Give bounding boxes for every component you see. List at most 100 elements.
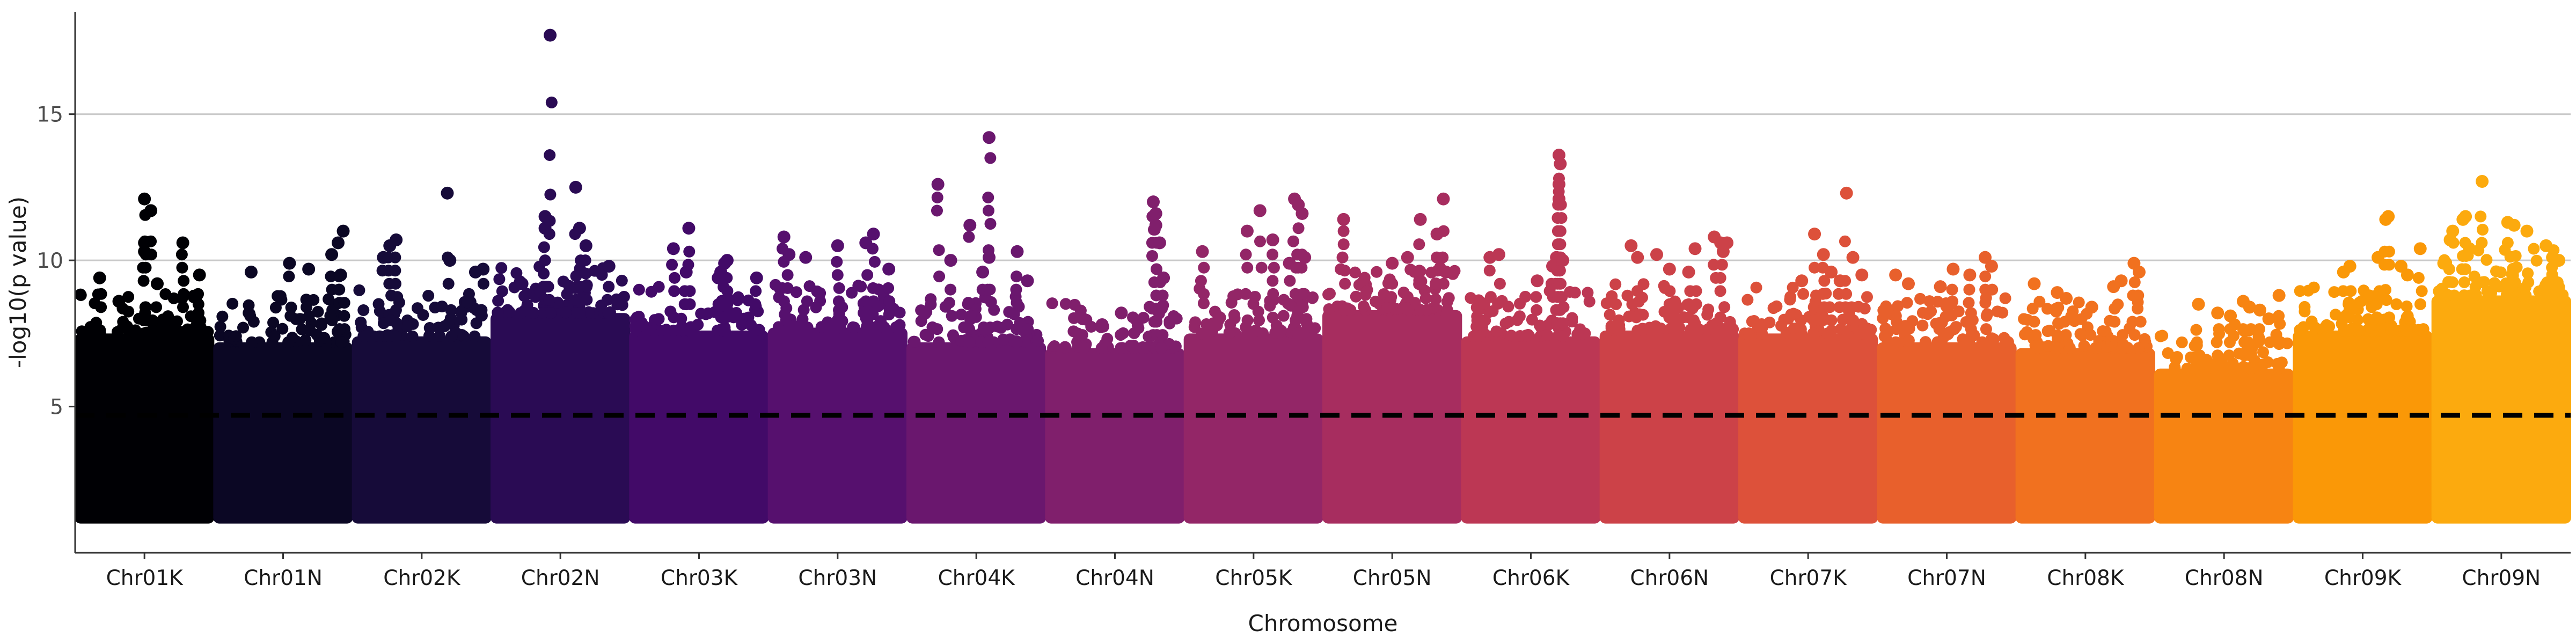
point-Chr08N	[2252, 336, 2265, 348]
point-Chr07N	[1999, 292, 2011, 304]
point-Chr03K	[719, 324, 731, 336]
peak-point-Chr09K	[2413, 242, 2427, 255]
point-Chr09N	[2447, 237, 2460, 249]
series-Chr08K	[2015, 257, 2155, 524]
point-Chr07K	[1741, 294, 1754, 306]
point-Chr05N	[1437, 225, 1450, 237]
point-Chr02N	[582, 306, 595, 318]
point-Chr02K	[470, 317, 482, 330]
point-Chr03K	[721, 285, 734, 297]
point-Chr03K	[653, 313, 665, 325]
point-Chr05K	[1224, 326, 1236, 339]
point-Chr05K	[1240, 248, 1252, 261]
point-Chr05K	[1292, 222, 1305, 235]
point-Chr05K	[1268, 261, 1280, 274]
peak-point-Chr04K	[931, 178, 945, 191]
dense-band-Chr08K	[2015, 348, 2155, 524]
point-Chr02K	[436, 301, 448, 313]
point-Chr04N	[1150, 263, 1162, 275]
peak-point-Chr09N	[2446, 224, 2460, 238]
point-Chr09N	[2522, 267, 2534, 280]
point-Chr05N	[1413, 265, 1425, 277]
point-Chr04K	[984, 283, 996, 296]
point-Chr08K	[2084, 329, 2097, 341]
point-Chr07K	[1856, 327, 1868, 340]
point-Chr04N	[1169, 340, 1182, 353]
point-Chr05K	[1296, 261, 1308, 274]
peak-point-Chr03N	[882, 262, 896, 276]
point-Chr01K	[145, 235, 157, 247]
point-Chr07N	[1980, 323, 1992, 335]
point-Chr08K	[2116, 342, 2128, 354]
point-Chr02N	[495, 262, 508, 274]
point-Chr01N	[230, 330, 242, 342]
series-Chr07K	[1738, 186, 1878, 524]
point-Chr07K	[1839, 275, 1851, 287]
point-Chr07N	[1963, 297, 1975, 309]
point-Chr08K	[2109, 316, 2121, 328]
point-Chr05K	[1257, 327, 1269, 340]
point-Chr09N	[2476, 237, 2488, 249]
point-Chr03N	[833, 308, 845, 320]
point-Chr04N	[1115, 342, 1127, 354]
point-Chr01N	[333, 323, 346, 335]
point-Chr08K	[2078, 340, 2090, 352]
point-Chr08K	[2128, 276, 2141, 288]
point-Chr02N	[503, 306, 516, 318]
point-Chr02N	[602, 307, 614, 319]
point-Chr08N	[2223, 349, 2235, 362]
point-Chr07N	[1963, 283, 1975, 296]
point-Chr01N	[226, 297, 239, 310]
point-Chr04N	[1155, 342, 1167, 354]
point-Chr02N	[589, 265, 601, 277]
point-Chr04K	[908, 335, 920, 348]
peak-point-Chr03N	[867, 228, 880, 241]
point-Chr08K	[2044, 324, 2056, 336]
point-Chr06N	[1613, 319, 1626, 332]
point-Chr03N	[781, 269, 794, 281]
point-Chr01N	[214, 320, 226, 333]
point-Chr01N	[282, 336, 295, 348]
point-Chr06N	[1630, 311, 1643, 324]
peak-point-Chr04N	[1115, 306, 1128, 320]
point-Chr02N	[574, 307, 586, 319]
point-Chr08N	[2191, 336, 2203, 348]
point-Chr08K	[2132, 289, 2145, 302]
peak-point-Chr01K	[93, 271, 106, 284]
point-Chr01K	[122, 291, 135, 303]
point-Chr08N	[2210, 362, 2222, 375]
point-Chr06K	[1519, 290, 1532, 303]
point-Chr01N	[325, 270, 337, 283]
point-Chr01K	[75, 289, 87, 301]
peak-point-Chr07N	[1889, 268, 1902, 282]
peak-point-Chr06N	[1631, 251, 1644, 264]
peak-point-Chr02K	[390, 233, 403, 246]
point-Chr06N	[1714, 272, 1726, 284]
point-Chr05N	[1437, 251, 1449, 264]
peak-point-Chr05K	[1296, 207, 1309, 220]
peak-point-Chr03N	[799, 251, 813, 264]
peak-point-Chr05N	[1401, 251, 1414, 264]
point-Chr06N	[1610, 298, 1622, 310]
series-Chr08N	[2154, 289, 2294, 524]
point-Chr02N	[560, 306, 572, 319]
peak-point-Chr09N	[2552, 254, 2566, 267]
point-Chr08K	[2128, 329, 2141, 341]
point-Chr05K	[1287, 235, 1299, 247]
point-Chr05K	[1195, 275, 1207, 287]
point-Chr01K	[178, 275, 190, 287]
point-Chr01N	[294, 313, 306, 325]
point-Chr03N	[832, 321, 845, 334]
peak-point-Chr08K	[2060, 291, 2073, 305]
y-tick-label: 10	[36, 249, 63, 273]
peak-point-Chr06N	[1663, 262, 1676, 276]
peak-point-Chr01K	[151, 277, 164, 290]
x-tick-label: Chr02K	[383, 566, 461, 590]
point-Chr09K	[2302, 284, 2315, 297]
point-Chr06K	[1553, 186, 1565, 198]
point-Chr02K	[423, 322, 436, 334]
point-Chr03K	[638, 319, 650, 332]
point-Chr01K	[178, 288, 190, 300]
point-Chr07K	[1787, 281, 1799, 294]
point-Chr04K	[984, 218, 997, 230]
